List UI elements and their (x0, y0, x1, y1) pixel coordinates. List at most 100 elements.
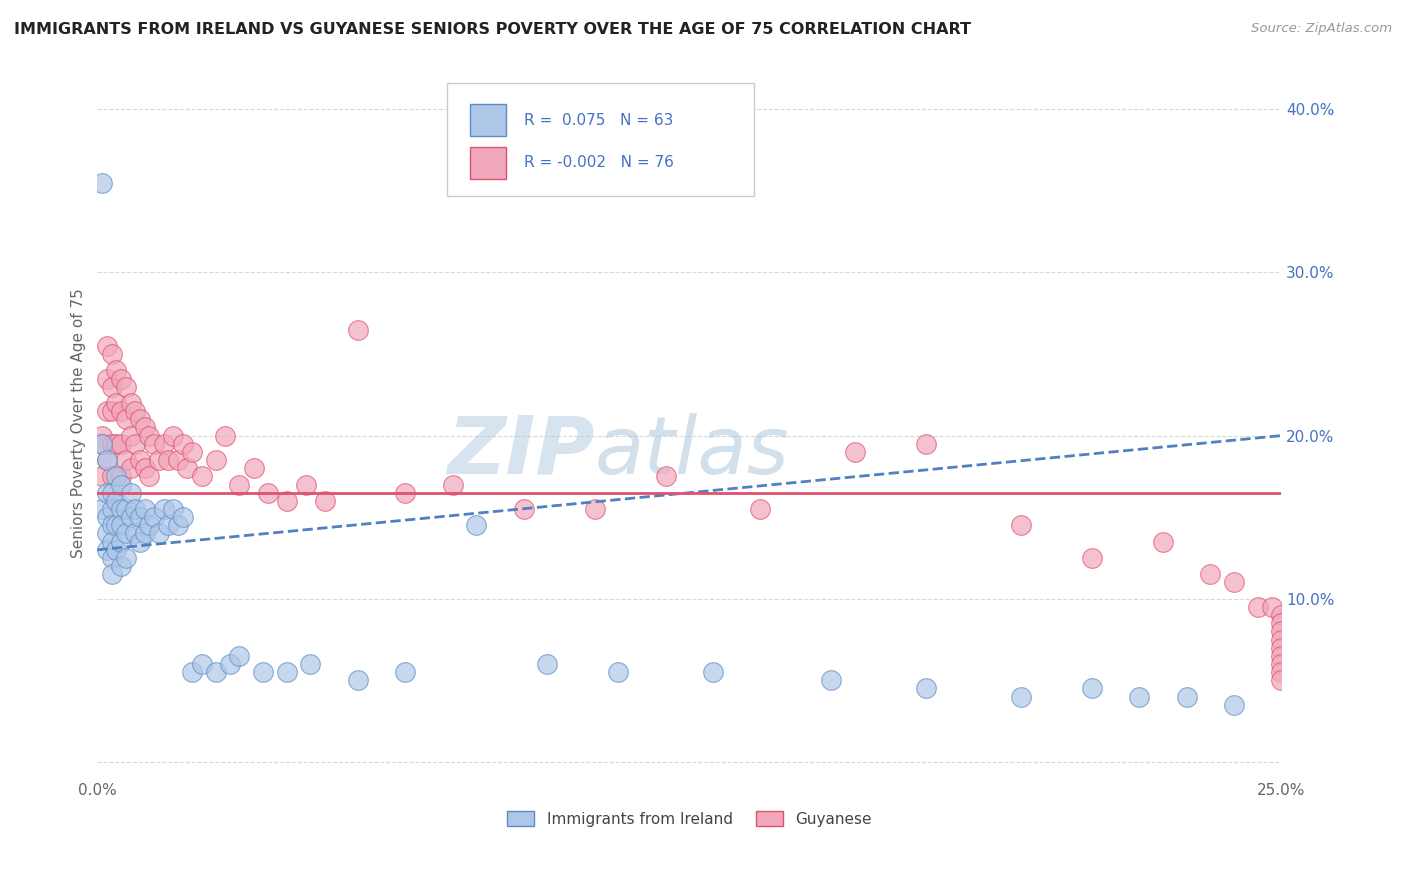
Point (96, 542, 118, 557)
Point (114, 453, 136, 467)
Point (394, 485, 416, 500)
Point (134, 461, 156, 475)
Point (105, 494, 128, 508)
FancyBboxPatch shape (471, 104, 506, 136)
Point (120, 485, 142, 500)
Point (96, 371, 118, 385)
Point (138, 469, 160, 483)
Point (129, 510, 152, 524)
Text: ZIP: ZIP (447, 413, 595, 491)
Point (100, 347, 122, 361)
Point (100, 485, 122, 500)
Point (120, 396, 142, 410)
Point (1247, 599, 1270, 614)
Text: Source: ZipAtlas.com: Source: ZipAtlas.com (1251, 22, 1392, 36)
Point (465, 518, 488, 533)
Point (1010, 518, 1032, 533)
Point (96, 453, 118, 467)
Point (257, 485, 280, 500)
Point (1270, 665, 1292, 680)
Point (110, 477, 132, 491)
Point (105, 518, 128, 533)
Point (347, 322, 370, 336)
Point (214, 428, 236, 442)
Point (100, 518, 122, 533)
Point (110, 534, 132, 549)
Text: R =  0.075   N = 63: R = 0.075 N = 63 (523, 112, 673, 128)
Point (1270, 608, 1292, 623)
Point (157, 453, 180, 467)
Point (91, 436, 114, 450)
Point (100, 404, 122, 418)
Point (276, 494, 298, 508)
Point (1175, 690, 1198, 704)
Point (124, 436, 146, 450)
Point (114, 379, 136, 393)
Point (100, 469, 122, 483)
Point (294, 477, 316, 491)
Point (1152, 534, 1174, 549)
Point (110, 469, 132, 483)
Point (91, 502, 114, 516)
Point (1270, 640, 1292, 655)
Point (181, 445, 204, 459)
Point (915, 681, 938, 696)
Point (181, 665, 204, 680)
Point (120, 428, 142, 442)
Point (583, 502, 606, 516)
Text: atlas: atlas (595, 413, 789, 491)
Point (162, 428, 184, 442)
Point (120, 461, 142, 475)
Point (228, 477, 250, 491)
Point (252, 665, 274, 680)
Point (114, 502, 136, 516)
Point (96, 404, 118, 418)
Point (100, 534, 122, 549)
Point (219, 657, 242, 671)
FancyBboxPatch shape (471, 146, 506, 178)
Point (91, 436, 114, 450)
Point (124, 526, 146, 541)
Point (1270, 673, 1292, 688)
Point (1081, 681, 1104, 696)
Point (138, 518, 160, 533)
Point (96, 526, 118, 541)
Point (167, 453, 190, 467)
Point (172, 510, 194, 524)
Point (844, 445, 866, 459)
Point (172, 436, 194, 450)
Point (1270, 657, 1292, 671)
Point (347, 673, 370, 688)
Point (91, 428, 114, 442)
Point (1223, 698, 1246, 712)
Point (1081, 551, 1104, 566)
Point (110, 502, 132, 516)
Point (1223, 575, 1246, 590)
Legend: Immigrants from Ireland, Guyanese: Immigrants from Ireland, Guyanese (499, 803, 879, 834)
Point (162, 502, 184, 516)
Point (124, 502, 146, 516)
Point (299, 657, 322, 671)
Point (114, 526, 136, 541)
Point (129, 453, 152, 467)
FancyBboxPatch shape (447, 83, 755, 196)
Point (100, 567, 122, 582)
Point (1128, 690, 1150, 704)
Point (228, 648, 250, 663)
Point (143, 510, 166, 524)
Point (204, 665, 226, 680)
Point (441, 477, 464, 491)
Point (157, 518, 180, 533)
Point (105, 469, 128, 483)
Point (96, 485, 118, 500)
Point (654, 469, 676, 483)
Point (242, 461, 264, 475)
Point (176, 461, 198, 475)
Point (314, 494, 336, 508)
Point (148, 526, 170, 541)
Point (100, 551, 122, 566)
Point (134, 526, 156, 541)
Point (1010, 690, 1032, 704)
Point (105, 396, 128, 410)
Point (1270, 616, 1292, 631)
